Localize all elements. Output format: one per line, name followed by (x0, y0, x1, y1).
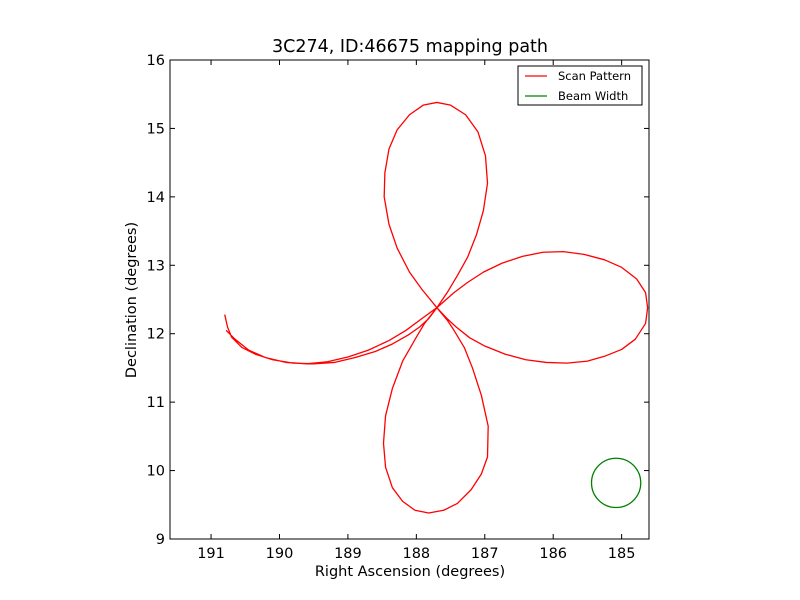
x-tick-label: 187 (471, 546, 499, 562)
y-tick-label: 15 (147, 121, 165, 137)
y-axis-title: Declination (degrees) (124, 222, 140, 378)
x-tick-label: 191 (197, 546, 225, 562)
y-tick-label: 9 (156, 532, 165, 548)
series-layer (224, 101, 649, 514)
beam-width-circle (590, 457, 642, 509)
y-axis-ticks: 9 10 11 12 13 14 15 16 (147, 53, 649, 548)
plot-frame (169, 59, 650, 540)
x-tick-label: 186 (539, 546, 567, 562)
y-tick-label: 10 (147, 464, 165, 480)
x-axis-ticks: 191 190 189 188 187 186 185 (197, 60, 635, 562)
x-tick-label: 185 (608, 546, 636, 562)
y-tick-label: 11 (147, 395, 165, 411)
legend-label-beam-width: Beam Width (558, 89, 628, 103)
y-tick-label: 12 (147, 327, 165, 343)
chart-title: 3C274, ID:46675 mapping path (272, 37, 548, 57)
y-tick-label: 14 (147, 190, 165, 206)
legend-box (517, 65, 643, 106)
series-scan-pattern-line (224, 101, 649, 514)
x-tick-label: 189 (334, 546, 362, 562)
x-tick-label: 190 (266, 546, 294, 562)
x-axis-title: Right Ascension (degrees) (315, 564, 505, 580)
x-tick-label: 188 (402, 546, 430, 562)
plot-area: 191 190 189 188 187 186 185 9 10 11 12 13 14 15 16 (147, 53, 650, 562)
y-tick-label: 13 (147, 258, 165, 274)
legend: Scan Pattern Beam Width (517, 65, 643, 106)
legend-label-scan-pattern: Scan Pattern (558, 69, 631, 83)
y-tick-label: 16 (147, 53, 165, 69)
